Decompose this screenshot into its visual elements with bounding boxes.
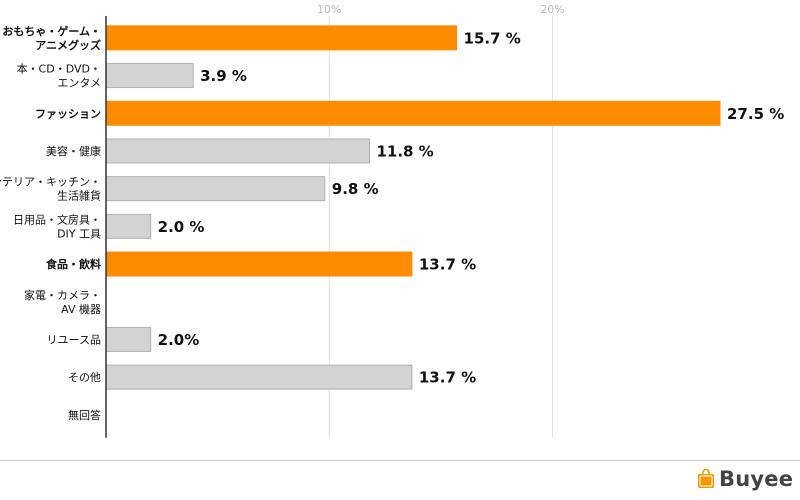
category-label: 美容・健康: [46, 144, 101, 158]
category-label: インテリア・キッチン・: [0, 176, 101, 189]
x-tick-label: 10%: [317, 3, 341, 16]
data-label: 2.0%: [158, 331, 200, 349]
category-label: エンタメ: [57, 77, 101, 90]
data-label: 13.7 %: [419, 369, 476, 387]
category-label: アニメグッズ: [35, 38, 101, 52]
category-label: 日用品・文房具・: [13, 212, 101, 226]
data-label: 27.5 %: [727, 105, 784, 123]
category-label: ファッション: [35, 107, 101, 120]
category-label: 生活雑貨: [57, 189, 101, 203]
buyee-logo: Buyee: [697, 466, 793, 492]
category-label: 家電・カメラ・: [24, 288, 101, 302]
category-label: 本・CD・DVD・: [17, 62, 101, 76]
footer-divider: [0, 460, 800, 461]
bar: [105, 100, 721, 126]
category-label: リユース品: [47, 333, 101, 346]
bar: [105, 176, 326, 202]
shopping-bag-icon: [698, 469, 714, 488]
category-label: 無回答: [68, 408, 101, 422]
bar: [105, 138, 370, 164]
bar: [105, 364, 413, 390]
category-label: AV 機器: [61, 302, 101, 316]
bar: [105, 326, 152, 352]
data-label: 9.8 %: [332, 180, 379, 198]
bar: [105, 213, 152, 239]
category-label: その他: [68, 371, 101, 384]
data-label: 13.7 %: [419, 256, 476, 274]
category-label: おもちゃ・ゲーム・: [2, 24, 101, 38]
category-label: DIY 工具: [57, 227, 101, 240]
category-label: 食品・飲料: [46, 257, 101, 271]
data-label: 2.0 %: [158, 218, 205, 236]
data-label: 11.8 %: [376, 142, 433, 160]
bar: [105, 25, 458, 51]
bar: [105, 251, 413, 277]
buyee-logo-text: Buyee: [719, 467, 794, 491]
x-tick-label: 20%: [540, 3, 564, 16]
bar-chart: 10% 20% 15.7 % おもちゃ・ゲーム・アニメグッズ 3.9 % 本・CD・DVD…: [0, 3, 784, 438]
bar: [105, 63, 194, 89]
data-label: 3.9 %: [200, 67, 247, 85]
data-label: 15.7 %: [464, 29, 521, 47]
